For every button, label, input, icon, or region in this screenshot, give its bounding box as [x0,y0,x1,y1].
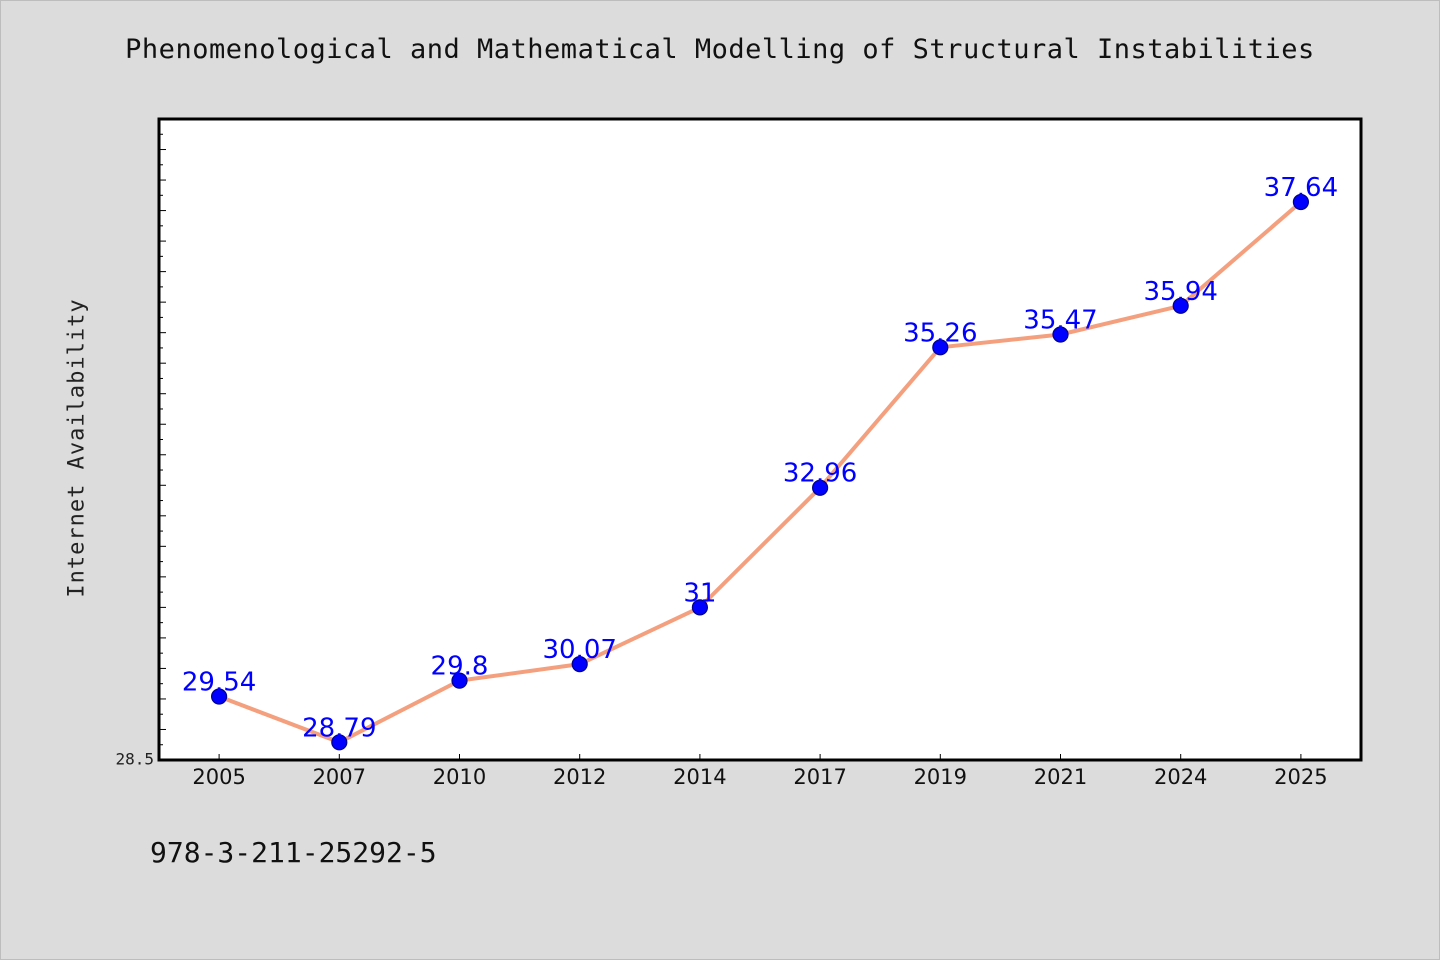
x-tick-label: 2024 [1154,765,1207,789]
isbn-text: 978-3-211-25292-5 [150,836,437,869]
data-label: 28.79 [302,713,376,743]
data-point [451,672,468,689]
data-series [211,193,1310,751]
data-point [811,479,829,496]
x-tick-label: 2021 [1034,765,1087,789]
data-label: 32.96 [783,459,857,489]
data-label: 29.8 [431,652,489,682]
data-label: 29.54 [182,668,256,698]
chart-title: Phenomenological and Mathematical Modell… [125,34,1315,65]
data-label: 35.47 [1023,305,1097,335]
x-tick-label: 2012 [553,765,606,789]
data-point [932,339,949,356]
x-tick-label: 2005 [192,765,245,789]
plot-area [157,117,1363,762]
data-point [571,656,588,673]
data-label: 35.94 [1143,277,1217,307]
x-tick-label: 2025 [1274,765,1327,789]
x-axis-ticks: 2005 2007 2010 2012 2014 2017 2019 2021 2024 2025 [192,754,1328,789]
data-point [331,734,348,751]
x-tick-label: 2007 [313,765,366,789]
data-point [691,599,709,616]
x-tick-label: 2017 [793,765,846,789]
x-tick-label: 2010 [433,765,486,789]
data-labels: 29.54 28.79 29.8 30.07 31 32.96 35.26 35.47 35.9… [182,173,1338,743]
data-label: 35.26 [903,318,977,348]
data-label: 37.64 [1264,173,1338,203]
data-point [1172,297,1189,314]
y-axis-ticks: 28.5 [115,118,166,769]
x-tick-label: 2014 [673,765,726,789]
data-point [1292,193,1310,211]
data-label: 30.07 [542,635,616,665]
data-label: 31 [683,578,716,608]
x-tick-label: 2019 [914,765,967,789]
data-point [1052,326,1069,343]
series-line [217,200,1303,745]
data-point [211,688,228,705]
y-tick-label: 28.5 [115,750,154,769]
